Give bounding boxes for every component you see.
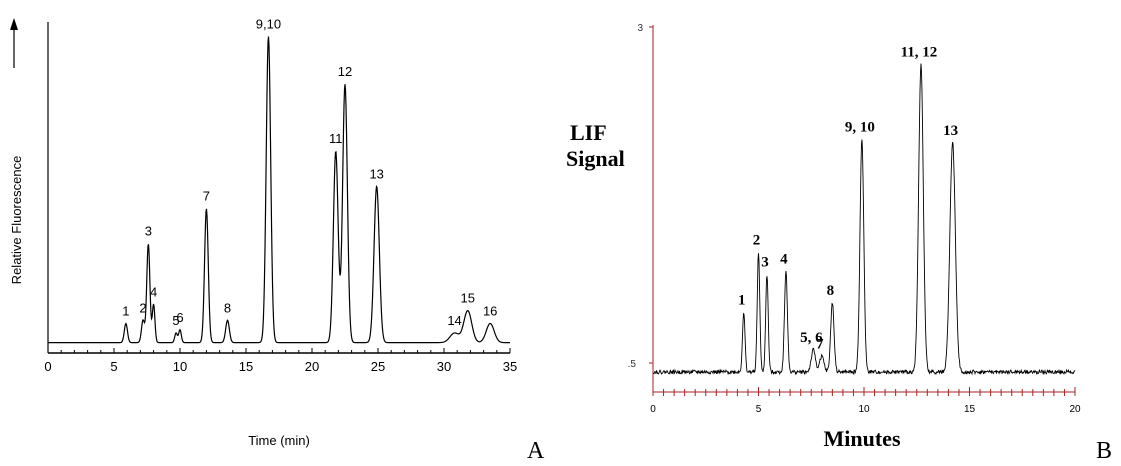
peak-label: 2 (139, 300, 146, 315)
chart-a-trace (48, 36, 510, 344)
x-tick-label: 20 (305, 359, 319, 374)
x-tick-label: 30 (437, 359, 451, 374)
chart-b-trace (652, 63, 1076, 376)
peak-label: 5 (172, 313, 179, 328)
x-tick-label: 10 (858, 404, 870, 415)
x-tick-label: 15 (964, 404, 976, 415)
chart-b-ylabel: LIF Signal (566, 120, 625, 171)
x-tick-label: 5 (110, 359, 117, 374)
peak-label: 9, 10 (845, 120, 875, 136)
peak-label: 6 (176, 310, 183, 325)
peak-label: 3 (761, 255, 769, 271)
x-tick-label: 0 (650, 404, 656, 415)
peak-label: 7 (816, 336, 824, 352)
peak-label: 13 (369, 166, 383, 181)
chart-b-ytick-label-3: 3 (637, 23, 643, 34)
chart-a-xlabel: Time (min) (248, 433, 310, 448)
chart-b-x-ticks (652, 387, 1076, 396)
peak-label: 7 (203, 189, 210, 204)
x-tick-label: 35 (503, 359, 517, 374)
peak-label: 4 (780, 252, 788, 268)
peak-label: 1 (738, 292, 746, 308)
x-tick-label: 25 (371, 359, 385, 374)
x-tick-label: 15 (239, 359, 253, 374)
x-tick-label: 10 (173, 359, 187, 374)
chart-a: 0 5 10 15 20 25 30 35 1 23456789,10111213141516 … (9, 16, 517, 448)
chart-a-x-tick-labels: 0 5 10 15 20 25 30 35 (44, 359, 517, 374)
peak-label: 9,10 (256, 16, 281, 31)
peak-label: 13 (943, 123, 958, 139)
chart-b-peak-labels: 1 23 4 5, 67 8 9, 10 11, 12 13 (738, 44, 958, 352)
peak-label: 14 (447, 313, 461, 328)
chart-b-xlabel: Minutes (824, 426, 901, 451)
x-tick-label: 20 (1069, 404, 1081, 415)
panel-label-b: B (1096, 438, 1113, 464)
peak-label: 5, 6 (800, 330, 823, 346)
peak-label: 1 (122, 303, 129, 318)
chart-b-ytick-label-05: .5 (628, 359, 637, 370)
peak-label: 2 (753, 233, 761, 249)
peak-label: 8 (224, 300, 231, 315)
chart-a-y-arrow (10, 18, 18, 68)
peak-label: 4 (150, 284, 157, 299)
chart-a-x-ticks (47, 348, 511, 353)
peak-label: 11, 12 (901, 44, 938, 60)
chart-b-x-tick-labels: 0 5 10 15 20 (650, 404, 1081, 415)
peak-label: 3 (145, 224, 152, 239)
peak-label: 12 (338, 64, 352, 79)
chart-a-ylabel: Relative Fluorescence (9, 156, 24, 285)
peak-label: 15 (461, 291, 475, 306)
peak-label: 16 (483, 303, 497, 318)
peak-label: 8 (827, 283, 835, 299)
x-tick-label: 0 (44, 359, 51, 374)
peak-label: 11 (329, 131, 343, 146)
x-tick-label: 5 (756, 404, 762, 415)
panel-label-a: A (527, 438, 545, 464)
